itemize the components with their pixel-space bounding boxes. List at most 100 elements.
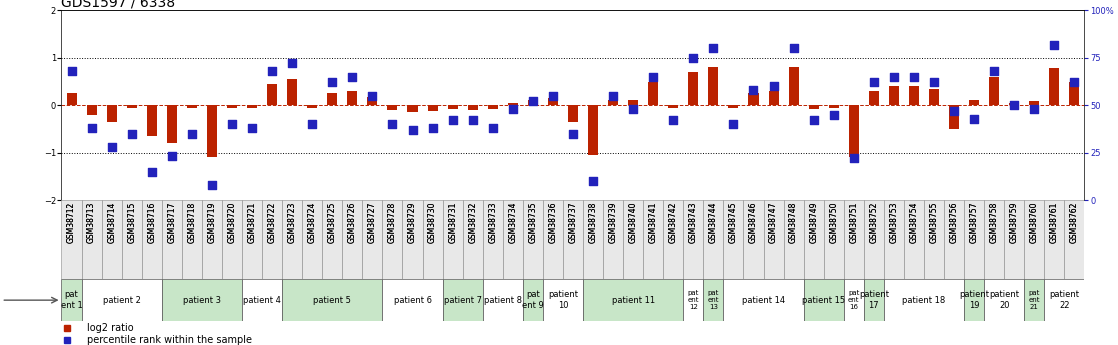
Point (1065, 80, 1083, 85)
Bar (964, 200, 984, 279)
Text: GSM38724: GSM38724 (307, 202, 316, 243)
Text: GSM38737: GSM38737 (568, 202, 578, 243)
Text: GSM38722: GSM38722 (267, 202, 276, 243)
Text: patient
19: patient 19 (959, 290, 989, 310)
Bar (307, 105, 318, 108)
Bar (528, 100, 538, 105)
Text: GSM38721: GSM38721 (247, 202, 256, 243)
Text: GSM38746: GSM38746 (749, 202, 758, 243)
Text: GSM38716: GSM38716 (148, 202, 157, 243)
Text: GSM38732: GSM38732 (468, 202, 477, 243)
Bar (142, 200, 162, 279)
Bar (423, 200, 443, 279)
Text: GSM38754: GSM38754 (909, 202, 919, 243)
Bar (844, 279, 864, 321)
Bar (964, 279, 984, 321)
Bar (523, 200, 543, 279)
Point (103, 144, 121, 150)
Text: GSM38715: GSM38715 (127, 202, 136, 243)
Bar (61, 200, 82, 279)
Text: GSM38736: GSM38736 (549, 202, 558, 243)
Bar (162, 200, 182, 279)
Bar (66, 93, 76, 105)
Bar (282, 279, 382, 321)
Point (945, 108, 963, 114)
Point (263, 68, 281, 74)
Text: GSM38751: GSM38751 (850, 202, 859, 243)
Point (765, 83, 783, 89)
Text: GSM38713: GSM38713 (87, 202, 96, 243)
Text: GSM38741: GSM38741 (648, 202, 657, 243)
Bar (287, 79, 297, 105)
Point (283, 61, 301, 66)
Text: pat
ent 1: pat ent 1 (60, 290, 83, 310)
Point (1025, 106, 1043, 112)
Bar (989, 77, 999, 105)
Bar (543, 279, 582, 321)
Text: GSM38762: GSM38762 (1070, 202, 1079, 243)
Text: patient 4: patient 4 (243, 296, 281, 305)
Text: GSM38758: GSM38758 (989, 202, 998, 243)
Point (825, 112, 843, 118)
Text: GSM38758: GSM38758 (989, 202, 998, 243)
Text: patient 11: patient 11 (612, 296, 655, 305)
Bar (1024, 200, 1044, 279)
Text: GSM38715: GSM38715 (127, 202, 136, 243)
Text: GSM38716: GSM38716 (148, 202, 157, 243)
Point (363, 93, 381, 99)
Point (1045, 42, 1063, 47)
Point (123, 131, 141, 137)
Bar (467, 105, 477, 110)
Bar (923, 200, 944, 279)
Text: GSM38754: GSM38754 (909, 202, 919, 243)
Bar (483, 279, 523, 321)
Bar (1004, 200, 1024, 279)
Text: GSM38737: GSM38737 (568, 202, 578, 243)
Bar (603, 200, 623, 279)
Point (684, 55, 702, 61)
Point (143, 169, 161, 174)
Text: GSM38720: GSM38720 (227, 202, 237, 243)
Point (83, 125, 101, 131)
Text: GSM38728: GSM38728 (388, 202, 397, 243)
Text: GSM38723: GSM38723 (287, 202, 296, 243)
Bar (227, 105, 237, 108)
Point (224, 121, 241, 127)
Bar (864, 200, 884, 279)
Bar (267, 84, 277, 105)
Text: GSM38747: GSM38747 (769, 202, 778, 243)
Bar (487, 105, 498, 109)
Point (965, 116, 983, 121)
Bar (368, 97, 378, 105)
Text: GSM38717: GSM38717 (168, 202, 177, 243)
Text: GSM38712: GSM38712 (67, 202, 76, 243)
Text: GSM38753: GSM38753 (890, 202, 899, 243)
Bar (703, 279, 723, 321)
Bar (241, 279, 282, 321)
Point (565, 131, 582, 137)
Text: GSM38739: GSM38739 (608, 202, 617, 243)
Bar (443, 200, 463, 279)
Bar (1030, 101, 1040, 105)
Text: patient 8: patient 8 (484, 296, 522, 305)
Text: GSM38723: GSM38723 (287, 202, 296, 243)
Text: patient 6: patient 6 (394, 296, 432, 305)
Bar (904, 200, 923, 279)
Point (544, 93, 562, 99)
Point (906, 74, 923, 80)
Text: GSM38760: GSM38760 (1030, 202, 1039, 243)
Bar (844, 200, 864, 279)
Text: patient 3: patient 3 (183, 296, 221, 305)
Text: GSM38721: GSM38721 (247, 202, 256, 243)
Text: GSM38741: GSM38741 (648, 202, 657, 243)
Text: GSM38730: GSM38730 (428, 202, 437, 243)
Text: GSM38736: GSM38736 (549, 202, 558, 243)
Point (865, 80, 883, 85)
Text: GSM38757: GSM38757 (969, 202, 978, 243)
Bar (207, 105, 217, 157)
Bar (382, 200, 402, 279)
Text: GSM38753: GSM38753 (890, 202, 899, 243)
Text: GSM38732: GSM38732 (468, 202, 477, 243)
Bar (182, 200, 202, 279)
Text: GSM38759: GSM38759 (1010, 202, 1018, 243)
